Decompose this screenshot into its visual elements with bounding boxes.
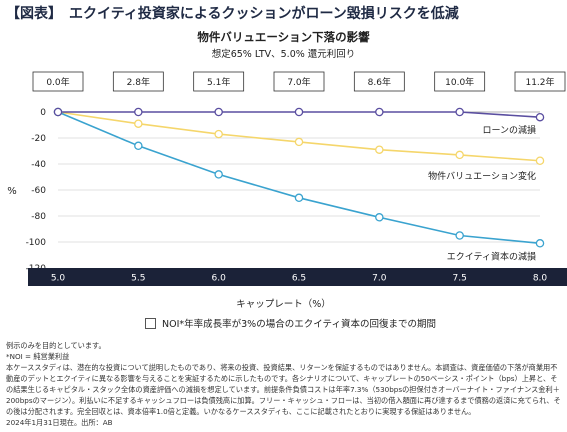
page-title: 【図表】 エクイティ投資家によるクッションがローン毀損リスクを低減 — [6, 6, 459, 22]
legend: NOI*年率成長率が3%の場合のエクイティ資本の回復までの期間 — [145, 316, 436, 330]
data-point — [375, 145, 384, 154]
x-tick-label: 6.0 — [212, 274, 227, 284]
footnote: 本ケーススタディは、潜在的な投資について説明したものであり、将来の投資、投資結果… — [6, 363, 561, 416]
data-point — [53, 107, 63, 117]
series-label: エクイティ資本の減損 — [447, 250, 536, 262]
data-point — [214, 107, 223, 117]
x-axis-band — [28, 268, 567, 286]
x-axis-label: キャップレート（%） — [236, 299, 331, 310]
y-tick-label: 0 — [40, 108, 46, 118]
footnote: 例示のみを目的としています。 — [6, 341, 106, 350]
recovery-box — [112, 71, 164, 92]
footnote: 2024年1月31日現在。出所：AB — [6, 418, 113, 427]
series-line — [57, 111, 541, 162]
data-point — [294, 107, 304, 117]
footnotes: 例示のみを目的としています。 *NOI = 純営業利益 本ケーススタディは、潜在… — [6, 340, 561, 428]
chart-subtitle: 想定65% LTV、5.0% 還元利回り — [211, 49, 356, 60]
legend-swatch — [145, 317, 156, 329]
recovery-box-label: 5.1年 — [207, 76, 230, 88]
data-point — [375, 213, 384, 222]
y-tick-label: -20 — [31, 134, 46, 144]
series-label: 物件バリュエーション変化 — [428, 170, 536, 182]
x-tick-label: 5.5 — [131, 274, 145, 284]
recovery-box — [273, 71, 325, 92]
y-tick-label: -100 — [26, 238, 47, 248]
legend-label: NOI*年率成長率が3%の場合のエクイティ資本の回復までの期間 — [162, 319, 436, 330]
y-axis-label: % — [7, 186, 17, 197]
data-point — [535, 156, 545, 165]
recovery-box — [434, 71, 486, 92]
chart-title: 物件バリュエーション下落の影響 — [197, 30, 370, 44]
x-tick-label: 6.5 — [292, 274, 306, 284]
recovery-box-label: 11.2年 — [525, 76, 554, 88]
y-tick-label: -80 — [31, 212, 46, 222]
recovery-box — [353, 71, 405, 92]
line-chart: 0.0年 2.8年 5.1年 7.0年 8.6年 10.0年 11.2年 0 -20 -40 -60… — [7, 71, 567, 286]
data-point — [134, 119, 143, 128]
recovery-box — [193, 71, 245, 92]
x-tick-label: 7.0 — [372, 274, 387, 284]
x-tick-label: 7.5 — [453, 274, 467, 284]
recovery-box-label: 7.0年 — [287, 76, 310, 88]
series-label: ローンの減損 — [482, 124, 536, 136]
y-tick-label: -40 — [31, 160, 46, 170]
recovery-box-label: 2.8年 — [127, 76, 150, 88]
data-point — [294, 137, 304, 147]
recovery-box-label: 10.0年 — [445, 76, 474, 88]
data-point — [294, 193, 304, 203]
x-tick-label: 5.0 — [51, 274, 66, 284]
data-point — [455, 231, 464, 240]
data-point — [535, 112, 545, 122]
recovery-box-label: 8.6年 — [368, 76, 391, 88]
recovery-box-label: 0.0年 — [46, 76, 69, 88]
data-point — [134, 107, 143, 117]
y-tick-label: -60 — [31, 186, 46, 196]
data-point — [375, 107, 384, 117]
data-point — [134, 141, 143, 151]
footnote: *NOI = 純営業利益 — [6, 352, 70, 361]
x-tick-label: 8.0 — [533, 274, 548, 284]
recovery-box — [514, 71, 566, 92]
data-point — [535, 239, 545, 248]
data-point — [455, 150, 464, 160]
data-point — [214, 170, 223, 179]
data-point — [455, 107, 464, 117]
data-point — [214, 129, 223, 139]
recovery-box — [32, 71, 84, 92]
